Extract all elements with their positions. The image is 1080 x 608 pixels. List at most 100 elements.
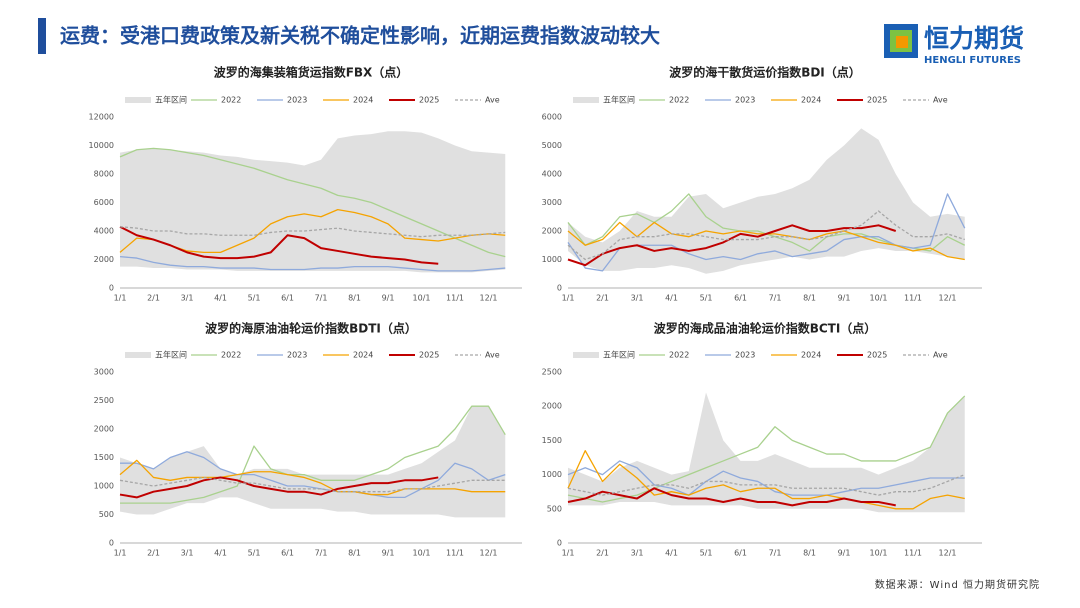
legend-label: 2023 <box>735 96 755 105</box>
series-line <box>119 459 506 496</box>
legend-label: 2024 <box>801 96 821 105</box>
series-line <box>119 476 439 499</box>
x-tick-label: 7/1 <box>769 294 782 303</box>
y-tick-label: 5000 <box>542 141 562 150</box>
title-bar <box>38 18 46 54</box>
logo-icon-core <box>896 36 908 48</box>
x-tick-label: 4/1 <box>665 294 678 303</box>
y-tick-label: 0 <box>109 284 114 293</box>
x-tick-label: 3/1 <box>631 549 644 558</box>
range-band <box>120 131 506 273</box>
x-tick-label: 1/1 <box>562 294 575 303</box>
x-tick-label: 7/1 <box>315 549 328 558</box>
legend-label: Ave <box>933 96 948 105</box>
y-tick-label: 2500 <box>542 368 562 377</box>
y-tick-label: 1000 <box>542 255 562 264</box>
logo: 恒力期货 HENGLI FUTURES <box>884 24 1024 66</box>
range-band <box>568 392 965 513</box>
x-tick-label: 4/1 <box>214 549 227 558</box>
legend-label: 2023 <box>287 351 307 360</box>
x-tick-label: 9/1 <box>838 549 851 558</box>
y-tick-label: 8000 <box>94 170 114 179</box>
chart-title: 波罗的海成品油油轮运价指数BCTI（点） <box>654 321 877 336</box>
chart: 波罗的海原油油轮运价指数BDTI（点） 0 500 1000 1500 2000 2500 3… <box>94 321 522 558</box>
legend-label: 五年区间 <box>155 350 187 360</box>
x-tick-label: 12/1 <box>480 549 498 558</box>
x-tick-label: 3/1 <box>631 294 644 303</box>
series-line <box>119 256 506 272</box>
x-tick-label: 6/1 <box>281 294 294 303</box>
legend-label: 2022 <box>221 351 241 360</box>
series-line <box>567 460 965 496</box>
series-line <box>119 476 506 493</box>
x-tick-label: 10/1 <box>413 294 431 303</box>
x-tick-label: 2/1 <box>147 549 160 558</box>
y-tick-label: 10000 <box>89 141 114 150</box>
series-line <box>119 225 439 265</box>
x-tick-label: 12/1 <box>939 549 957 558</box>
series-line <box>567 210 965 261</box>
x-tick-label: 7/1 <box>769 549 782 558</box>
legend-label: 2023 <box>735 351 755 360</box>
x-tick-label: 9/1 <box>382 294 395 303</box>
chart: 波罗的海集装箱货运指数FBX（点） 0 2000 4000 6000 8000 10000 1… <box>89 65 522 303</box>
chart-title: 波罗的海干散货运价指数BDI（点） <box>669 65 861 80</box>
x-tick-label: 5/1 <box>700 549 713 558</box>
legend-label: 2022 <box>669 351 689 360</box>
series-line <box>119 226 506 238</box>
x-tick-label: 3/1 <box>181 294 194 303</box>
x-tick-label: 5/1 <box>248 549 261 558</box>
y-tick-label: 2500 <box>94 396 114 405</box>
x-tick-label: 2/1 <box>596 549 609 558</box>
x-tick-label: 6/1 <box>734 294 747 303</box>
y-tick-label: 1500 <box>94 453 114 462</box>
legend-label: 2024 <box>801 351 821 360</box>
x-tick-label: 11/1 <box>904 294 922 303</box>
legend-label: 五年区间 <box>603 350 635 360</box>
series-line <box>119 208 506 254</box>
legend-label: 2025 <box>419 96 439 105</box>
y-tick-label: 0 <box>557 284 562 293</box>
legend-label: 2025 <box>867 351 887 360</box>
legend-label: 2024 <box>353 96 373 105</box>
series-line <box>120 451 506 499</box>
x-tick-label: 2/1 <box>147 294 160 303</box>
x-tick-label: 7/1 <box>315 294 328 303</box>
x-tick-label: 11/1 <box>446 294 464 303</box>
y-tick-label: 2000 <box>94 255 114 264</box>
y-tick-label: 2000 <box>94 425 114 434</box>
legend-swatch <box>125 97 151 103</box>
logo-name: 恒力期货 <box>924 24 1024 53</box>
legend-label: 2024 <box>353 351 373 360</box>
x-tick-label: 4/1 <box>214 294 227 303</box>
x-tick-label: 6/1 <box>281 549 294 558</box>
legend-label: 2023 <box>287 96 307 105</box>
legend-label: 五年区间 <box>603 95 635 105</box>
series-line <box>567 395 966 503</box>
y-tick-label: 0 <box>109 539 114 548</box>
y-tick-label: 1500 <box>542 436 562 445</box>
x-tick-label: 9/1 <box>382 549 395 558</box>
series-line <box>567 224 897 267</box>
x-tick-label: 1/1 <box>114 549 127 558</box>
chart: 波罗的海成品油油轮运价指数BCTI（点） 0 500 1000 1500 2000 2500… <box>542 321 982 558</box>
legend-label: 五年区间 <box>155 95 187 105</box>
legend-label: 2022 <box>221 96 241 105</box>
x-tick-label: 9/1 <box>838 294 851 303</box>
x-tick-label: 12/1 <box>939 294 957 303</box>
series-line <box>567 473 965 496</box>
x-tick-label: 8/1 <box>348 549 361 558</box>
y-tick-label: 6000 <box>542 113 562 122</box>
x-tick-label: 5/1 <box>248 294 261 303</box>
source-note: 数据来源：Wind 恒力期货研究院 <box>875 578 1040 591</box>
x-tick-label: 4/1 <box>665 549 678 558</box>
x-tick-label: 8/1 <box>348 294 361 303</box>
y-tick-label: 500 <box>547 504 562 513</box>
slide-title: 运费：受港口费政策及新关税不确定性影响，近期运费指数波动较大 <box>60 24 660 48</box>
x-tick-label: 6/1 <box>734 549 747 558</box>
chart-title: 波罗的海原油油轮运价指数BDTI（点） <box>205 321 417 336</box>
x-tick-label: 1/1 <box>114 294 127 303</box>
y-tick-label: 2000 <box>542 227 562 236</box>
